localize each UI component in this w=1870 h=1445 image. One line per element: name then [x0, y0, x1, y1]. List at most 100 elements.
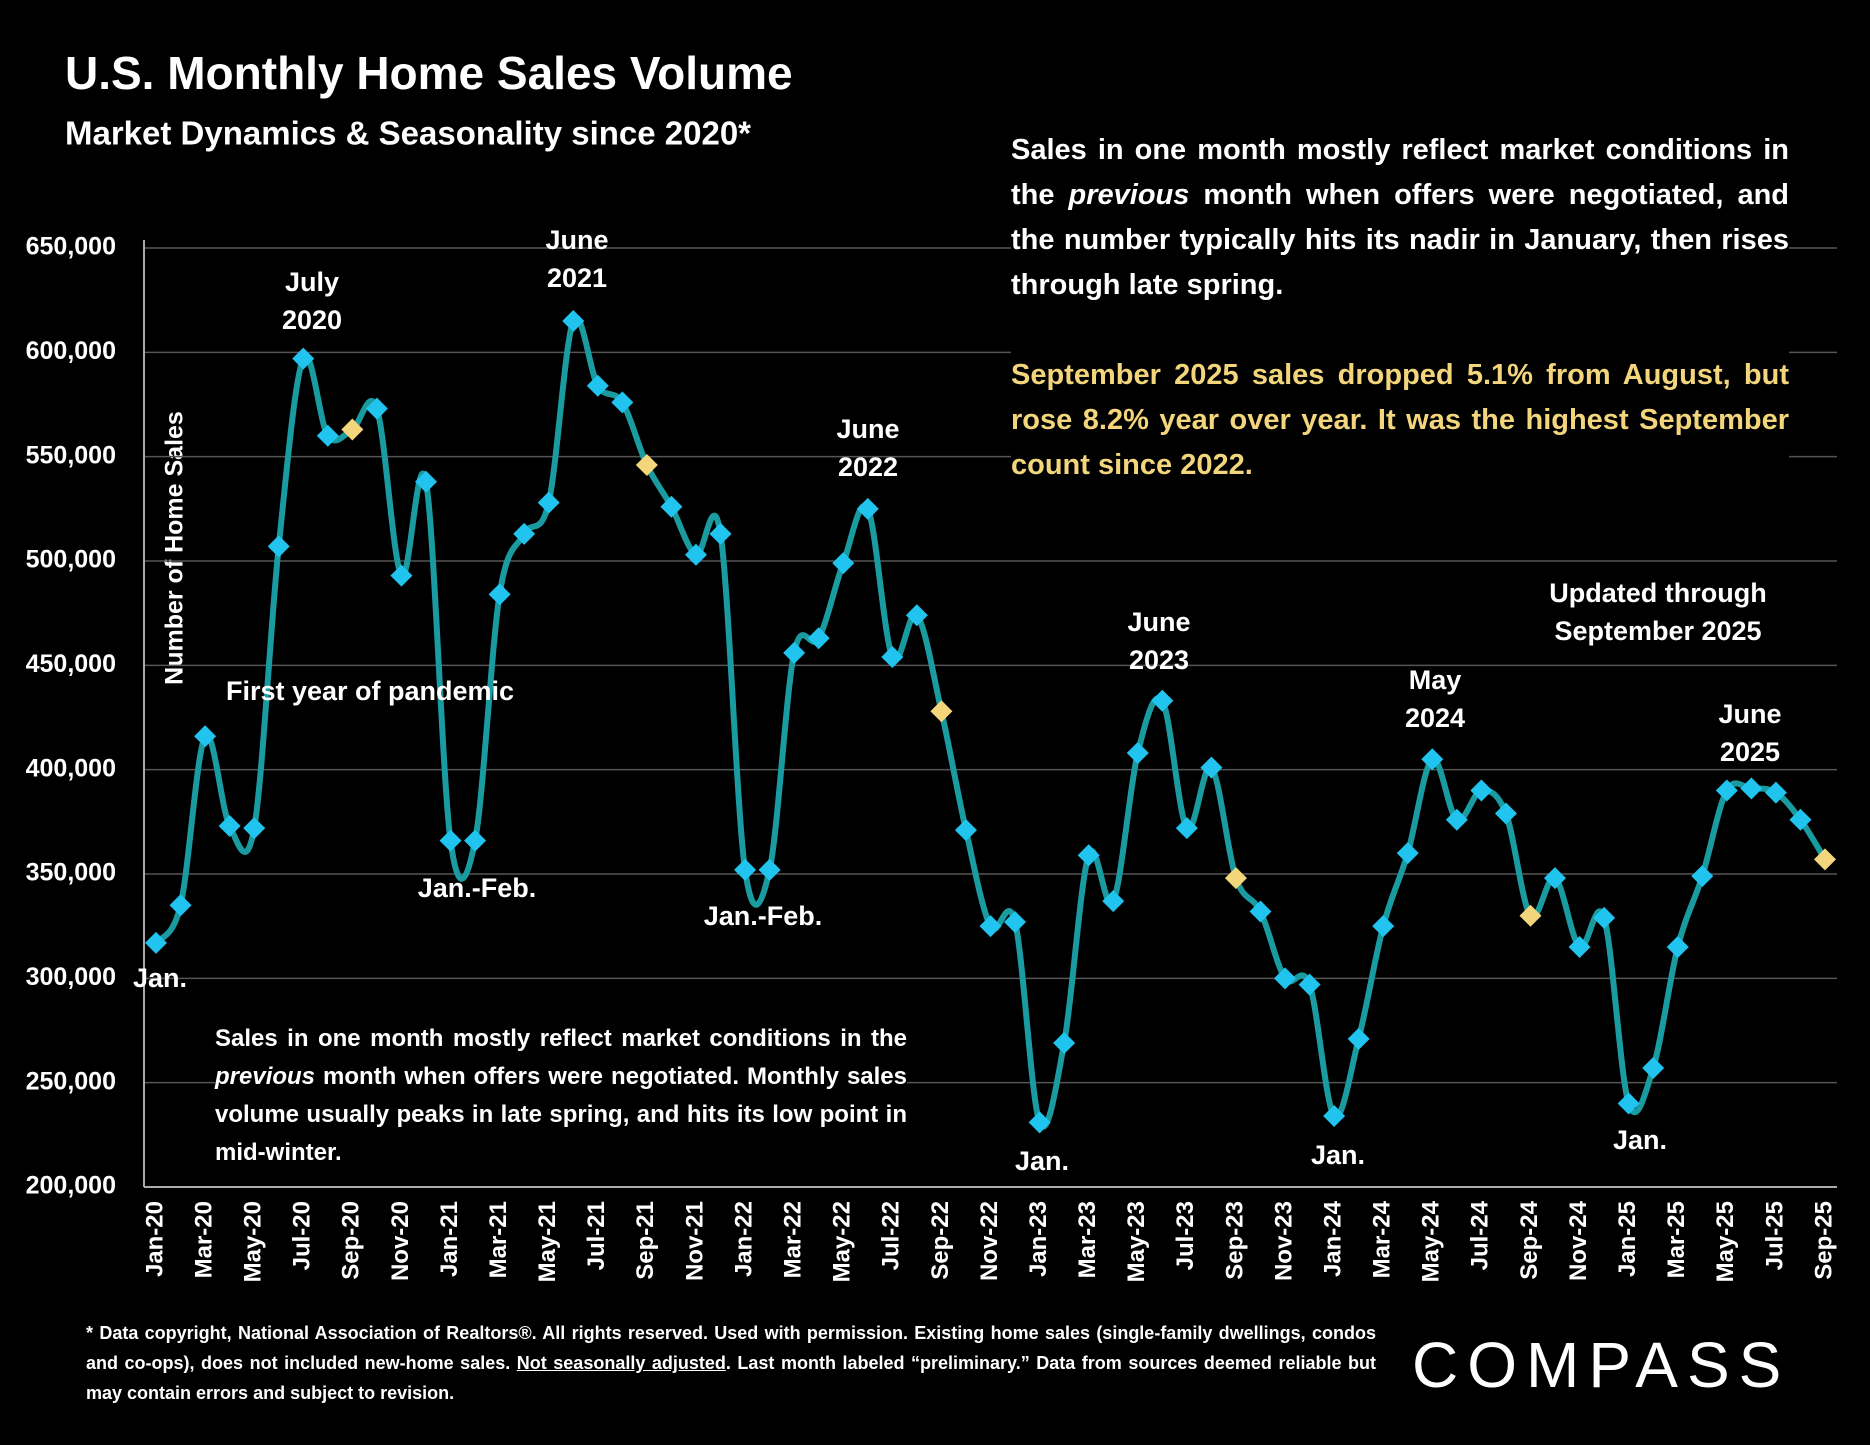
data-marker	[758, 858, 781, 881]
chart-subtitle: Market Dynamics & Seasonality since 2020…	[65, 115, 751, 152]
data-marker	[414, 470, 437, 493]
annotation: Jan.	[133, 963, 187, 993]
data-marker	[660, 495, 683, 518]
x-tick-label: Mar-22	[779, 1201, 806, 1278]
y-tick-label: 600,000	[26, 337, 116, 365]
x-tick-label: Mar-21	[485, 1201, 512, 1278]
x-tick-label: Jan-24	[1319, 1200, 1346, 1277]
data-marker	[905, 604, 928, 627]
data-marker	[1814, 848, 1836, 871]
annotation: First year of pandemic	[226, 676, 514, 706]
note-bottom: Sales in one month mostly reflect market…	[215, 1020, 907, 1172]
annotation: May	[1409, 665, 1462, 695]
x-tick-label: Mar-20	[190, 1201, 217, 1278]
x-tick-label: Sep-23	[1221, 1201, 1248, 1280]
annotation: June	[545, 225, 608, 255]
y-tick-label: 550,000	[26, 441, 116, 469]
data-marker	[954, 819, 977, 842]
data-marker	[390, 564, 413, 587]
data-marker	[1249, 900, 1272, 923]
data-marker	[635, 454, 658, 477]
x-tick-label: May-20	[240, 1201, 267, 1282]
x-tick-label: May-21	[534, 1201, 561, 1282]
x-tick-label: Mar-23	[1074, 1201, 1101, 1278]
y-tick-label: 450,000	[26, 650, 116, 678]
footnote-text: * Data copyright, National Association o…	[86, 1323, 1376, 1373]
data-marker	[1151, 689, 1174, 712]
data-marker	[1470, 779, 1493, 802]
annotation: 2025	[1720, 737, 1780, 767]
data-marker	[1077, 844, 1100, 867]
data-marker	[1666, 936, 1689, 959]
note-text: Sales in one month mostly reflect market…	[215, 1025, 907, 1052]
annotation: 2021	[547, 263, 607, 293]
footnote-text: . Last month labeled “preliminary.” Data…	[86, 1353, 1377, 1403]
x-tick-label: Jan-20	[141, 1201, 168, 1277]
data-marker	[218, 815, 241, 838]
data-marker	[464, 829, 487, 852]
annotation: 2022	[838, 452, 898, 482]
annotation: June	[836, 414, 899, 444]
y-axis-label: Number of Home Sales	[161, 411, 189, 685]
x-tick-label: Jan-25	[1614, 1201, 1641, 1277]
x-tick-label: Jul-24	[1467, 1200, 1494, 1270]
data-marker	[1789, 808, 1812, 831]
data-marker	[365, 397, 388, 420]
annotation: June	[1718, 699, 1781, 729]
data-marker	[1691, 865, 1714, 888]
y-tick-label: 250,000	[26, 1067, 116, 1095]
note-text: previous	[1068, 179, 1190, 211]
x-tick-label: Nov-23	[1270, 1201, 1297, 1281]
y-tick-label: 400,000	[26, 754, 116, 782]
data-marker	[1224, 867, 1247, 890]
x-tick-label: Jul-25	[1761, 1201, 1788, 1270]
note-text: previous	[215, 1063, 316, 1090]
annotation: June	[1127, 607, 1190, 637]
x-tick-label: May-24	[1418, 1200, 1445, 1282]
data-marker	[881, 645, 904, 668]
logo: COMPASS	[1412, 1329, 1791, 1401]
data-marker	[1593, 906, 1616, 929]
annotation: Jan.-Feb.	[704, 901, 823, 931]
data-marker	[145, 931, 167, 954]
y-tick-label: 350,000	[26, 859, 116, 887]
data-marker	[684, 543, 707, 566]
data-marker	[709, 522, 732, 545]
y-tick-label: 500,000	[26, 546, 116, 574]
x-tick-label: Nov-20	[387, 1201, 414, 1281]
x-tick-label: Nov-22	[976, 1201, 1003, 1281]
x-tick-label: Nov-21	[681, 1201, 708, 1281]
data-marker	[1445, 808, 1468, 831]
x-tick-label: Sep-21	[632, 1201, 659, 1280]
data-marker	[1715, 779, 1738, 802]
data-marker	[807, 627, 830, 650]
footnote: * Data copyright, National Association o…	[86, 1318, 1376, 1408]
data-marker	[292, 347, 315, 370]
annotation: Jan.	[1015, 1146, 1069, 1176]
annotation: 2023	[1129, 645, 1189, 675]
data-marker	[1494, 802, 1517, 825]
data-marker	[1740, 777, 1763, 800]
data-marker	[562, 310, 585, 333]
note-text: month when offers were negotiated, and t…	[1011, 179, 1789, 301]
data-marker	[1396, 842, 1419, 865]
annotation: 2020	[282, 305, 342, 335]
data-marker	[1323, 1105, 1346, 1128]
x-tick-label: Sep-20	[338, 1201, 365, 1280]
x-tick-label: Mar-25	[1663, 1201, 1690, 1278]
data-marker	[586, 374, 609, 397]
chart-title: U.S. Monthly Home Sales Volume	[65, 47, 793, 99]
data-marker	[513, 522, 536, 545]
annotation: Jan.	[1311, 1140, 1365, 1170]
data-marker	[1004, 910, 1027, 933]
data-marker	[1200, 756, 1223, 779]
data-marker	[169, 894, 192, 917]
data-marker	[1617, 1092, 1640, 1115]
x-tick-label: Jan-21	[436, 1201, 463, 1277]
data-marker	[734, 858, 757, 881]
data-marker	[341, 418, 364, 441]
x-tick-label: Jul-23	[1172, 1201, 1199, 1270]
annotation: July	[285, 267, 339, 297]
data-marker	[1126, 741, 1149, 764]
